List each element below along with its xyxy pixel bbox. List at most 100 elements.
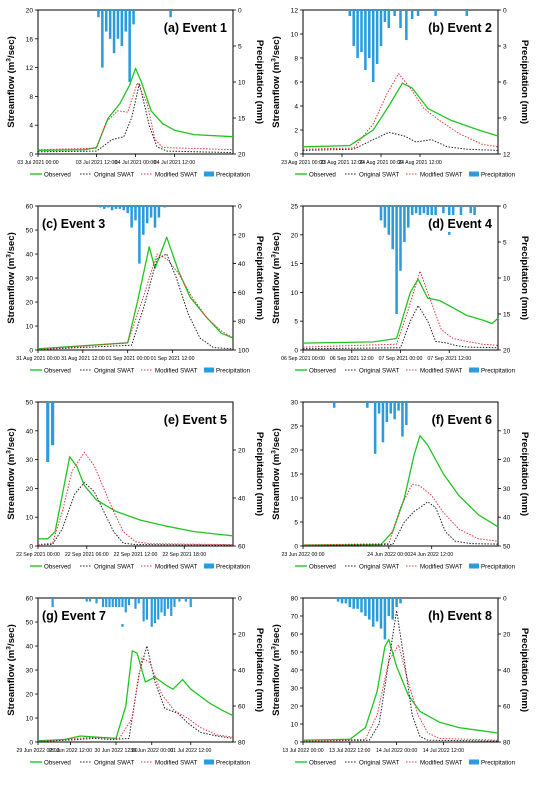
legend-precip-swatch — [469, 171, 479, 177]
y-tick-label: 8 — [29, 94, 33, 101]
series-line — [38, 456, 234, 540]
precip-bar — [126, 206, 129, 214]
x-tick-label: 29 Jun 2022 12:00 — [49, 748, 92, 754]
y-axis-label-sup: 3 — [271, 646, 278, 650]
precip-bar — [393, 10, 396, 16]
precip-bar — [111, 598, 114, 615]
legend-precip-label: Precipitation — [216, 759, 251, 766]
x-tick-label: 01 Sep 2021 12:00 — [151, 356, 195, 362]
precip-bar — [451, 206, 455, 221]
precip-bar — [170, 598, 173, 616]
p-tick-label: 60 — [238, 544, 246, 551]
precip-bar — [371, 598, 375, 627]
p-tick-label: 20 — [503, 632, 511, 639]
y-axis-label-end: /sec) — [6, 428, 17, 450]
precip-bar — [410, 10, 414, 22]
series-line — [302, 483, 499, 546]
legend-modified-label: Modified SWAT — [155, 367, 198, 374]
precip-bar — [132, 10, 135, 25]
series-line — [302, 73, 499, 150]
x-tick-label: 30 Jun 2022 00:00 — [130, 748, 173, 754]
precip-bar — [387, 206, 391, 235]
x-tick-label: 06 Sep 2021 12:00 — [330, 356, 374, 362]
precip-bar — [157, 598, 160, 620]
precip-bar — [134, 598, 137, 609]
precip-bar — [401, 402, 404, 437]
y-axis-label-end: /sec) — [271, 232, 282, 254]
y-axis-label-sup: 3 — [6, 646, 13, 650]
p-tick-label: 0 — [238, 8, 242, 15]
precip-bar — [163, 598, 166, 616]
p-tick-label: 20 — [503, 348, 511, 355]
precip-bar — [101, 10, 104, 68]
precip-bar — [116, 10, 120, 39]
precip-bar — [389, 402, 393, 414]
y-tick-label: 20 — [291, 448, 299, 455]
y-tick-label: 25 — [291, 204, 299, 211]
precip-bar — [375, 10, 379, 64]
precip-bar — [422, 206, 426, 214]
p-axis-label: Precipitation (mm) — [254, 432, 265, 516]
series-line — [37, 650, 234, 742]
p-axis-label: Precipitation (mm) — [519, 432, 530, 516]
y-axis-label-main: Streamflow (m — [271, 258, 282, 324]
y-tick-label: 50 — [291, 650, 299, 657]
y-axis-label: Streamflow (m3/sec) — [6, 428, 18, 520]
precip-bar — [395, 598, 398, 607]
series-line — [37, 82, 234, 154]
legend-original-label: Original SWAT — [359, 367, 399, 374]
y-axis-label: Streamflow (m3/sec) — [6, 36, 18, 128]
legend-modified-label: Modified SWAT — [420, 759, 463, 766]
series-line — [37, 253, 234, 350]
legend-precip-label: Precipitation — [481, 367, 516, 374]
precip-bar — [399, 598, 402, 604]
precip-bar — [387, 598, 391, 616]
y-tick-label: 16 — [26, 36, 34, 43]
precip-bar — [105, 598, 108, 609]
precip-bar — [142, 598, 145, 622]
series-line — [37, 482, 234, 546]
p-tick-label: 100 — [238, 348, 249, 355]
x-tick-label: 07 Sep 2021 12:00 — [427, 356, 471, 362]
precip-bar — [85, 598, 88, 602]
x-tick-label: 22 Sep 2021 06:00 — [65, 552, 109, 558]
series-line — [302, 270, 499, 348]
precip-bar — [142, 206, 145, 235]
panel-title: (g) Event 7 — [42, 609, 106, 623]
panel-title: (c) Event 3 — [42, 217, 105, 231]
precip-bar — [434, 206, 437, 221]
y-tick-label: 20 — [291, 232, 299, 239]
x-tick-label: 24 Aug 2021 12:00 — [398, 160, 442, 166]
y-tick-label: 30 — [26, 668, 34, 675]
y-tick-label: 10 — [291, 496, 299, 503]
legend-precip-label: Precipitation — [481, 759, 516, 766]
precip-bar — [173, 598, 176, 607]
precip-bar — [134, 206, 137, 221]
y-axis-label-sup: 3 — [6, 450, 13, 454]
precip-bar — [416, 10, 420, 16]
y-tick-label: 20 — [291, 704, 299, 711]
p-tick-label: 9 — [503, 116, 507, 123]
y-tick-label: 8 — [294, 56, 298, 63]
legend-original-label: Original SWAT — [359, 759, 399, 766]
legend-modified-label: Modified SWAT — [155, 171, 198, 178]
y-tick-label: 0 — [294, 348, 298, 355]
y-tick-label: 5 — [294, 520, 298, 527]
precip-bar — [410, 206, 414, 221]
precip-bar — [379, 598, 383, 629]
p-tick-label: 40 — [238, 261, 246, 268]
p-tick-label: 10 — [238, 80, 246, 87]
y-tick-label: 5 — [294, 319, 298, 326]
precip-bar — [130, 206, 133, 228]
precip-bar — [434, 10, 437, 16]
y-tick-label: 12 — [291, 8, 299, 15]
precip-bar — [137, 598, 140, 604]
precip-bar — [397, 402, 400, 411]
y-axis-label-sup: 3 — [271, 450, 278, 454]
precip-bar — [138, 206, 141, 264]
x-tick-label: 04 Jul 2021 00:00 — [115, 160, 156, 166]
p-tick-label: 6 — [503, 80, 507, 87]
x-tick-label: 22 Sep 2021 00:00 — [16, 552, 60, 558]
legend-modified-label: Modified SWAT — [155, 759, 198, 766]
